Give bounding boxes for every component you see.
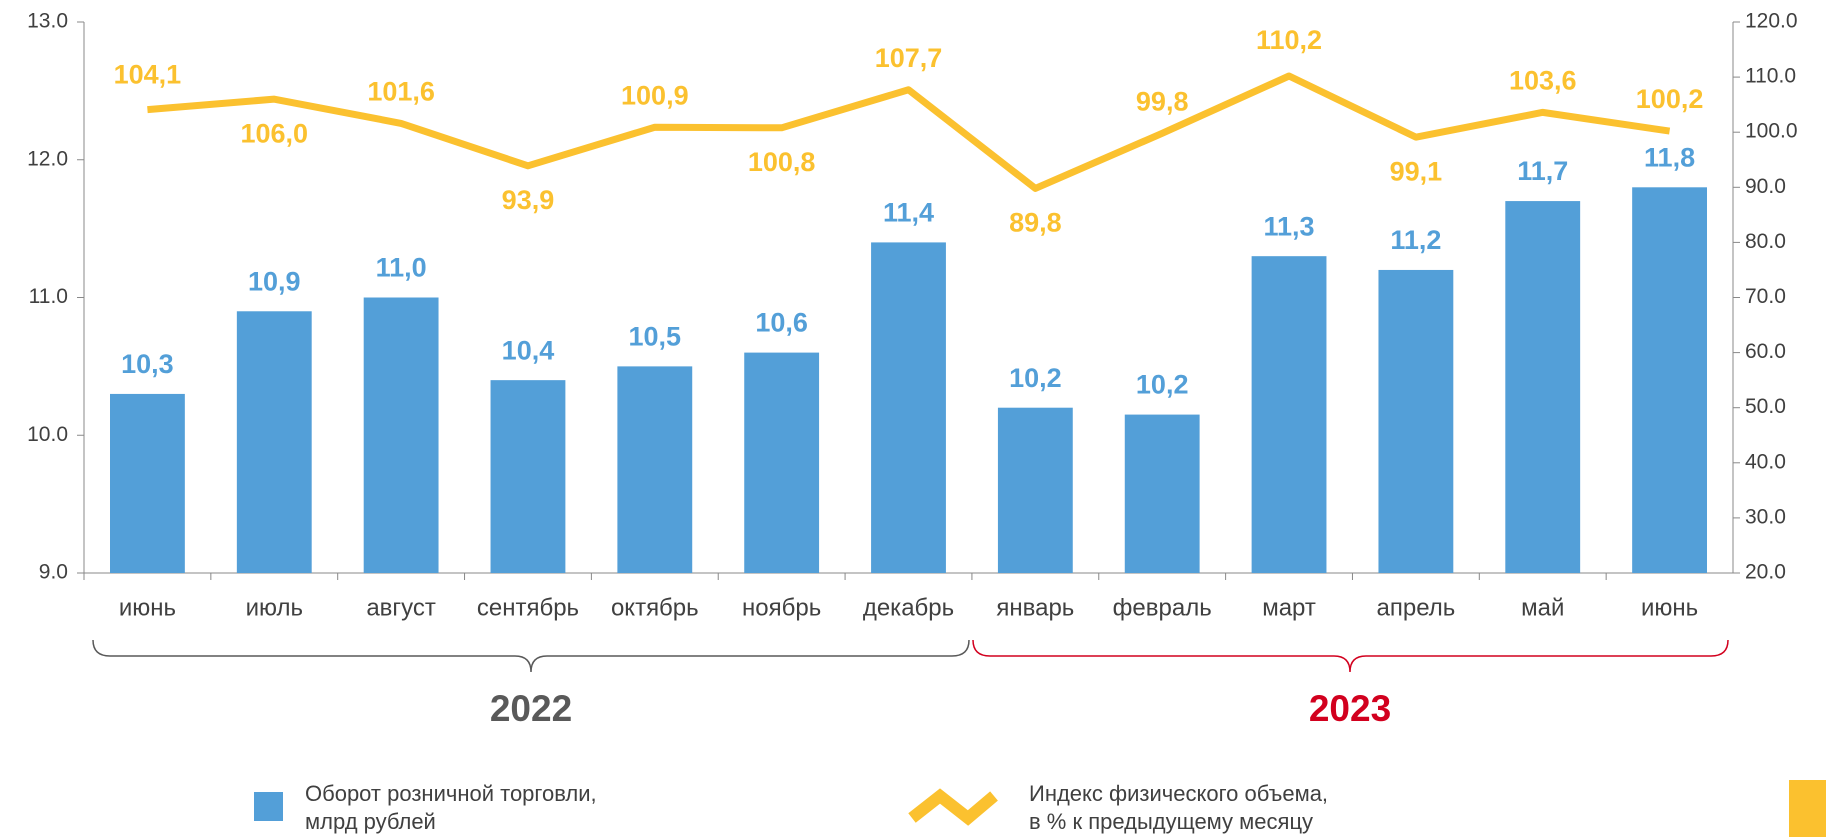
legend-label: Оборот розничной торговли, млрд рублей <box>305 781 597 834</box>
line-label: 93,9 <box>502 185 555 215</box>
bar-label: 10,3 <box>121 349 174 379</box>
x-tick-label: декабрь <box>863 594 954 621</box>
x-tick-label: январь <box>996 594 1074 621</box>
year-label: 2022 <box>490 688 572 729</box>
x-tick-label: август <box>366 594 436 621</box>
line-label: 99,8 <box>1136 86 1189 116</box>
x-tick-label: июль <box>246 594 303 621</box>
line-label: 99,1 <box>1390 156 1443 186</box>
bar-label: 11,3 <box>1264 211 1315 241</box>
bar <box>997 407 1073 573</box>
y2-tick-label: 60.0 <box>1745 340 1786 363</box>
x-tick-label: апрель <box>1377 594 1456 621</box>
bar <box>1251 256 1327 573</box>
line-label: 100,9 <box>621 80 689 110</box>
bar-label: 11,4 <box>883 198 934 228</box>
line-label: 107,7 <box>875 43 943 73</box>
y2-tick-label: 30.0 <box>1745 505 1786 528</box>
y2-tick-label: 70.0 <box>1745 285 1786 308</box>
line-label: 103,6 <box>1509 65 1577 95</box>
y-tick-label: 11.0 <box>29 285 68 308</box>
line-label: 89,8 <box>1009 208 1062 238</box>
x-tick-label: сентябрь <box>477 594 579 621</box>
bar-label: 10,2 <box>1009 363 1062 393</box>
bar-label: 10,6 <box>755 308 808 338</box>
y2-tick-label: 110.0 <box>1745 65 1796 88</box>
x-tick-label: октябрь <box>611 594 699 621</box>
bar <box>110 393 185 573</box>
x-tick-label: ноябрь <box>742 594 821 621</box>
bar-label: 10,2 <box>1136 370 1189 400</box>
bar <box>1632 187 1707 574</box>
year-label: 2023 <box>1309 688 1391 729</box>
bar-label: 11,0 <box>376 253 427 283</box>
line-label: 106,0 <box>240 118 308 148</box>
y2-tick-label: 100.0 <box>1745 120 1798 143</box>
bar <box>1124 414 1200 573</box>
bar <box>236 311 312 573</box>
bar <box>490 380 566 573</box>
y-tick-label: 13.0 <box>27 10 68 33</box>
y2-tick-label: 50.0 <box>1745 395 1786 418</box>
line <box>147 72 1671 192</box>
bar-label: 11,8 <box>1644 142 1695 172</box>
corner-decoration <box>1789 780 1826 837</box>
bar <box>744 352 820 573</box>
x-tick-label: март <box>1262 594 1316 621</box>
bar <box>1505 201 1581 573</box>
y-tick-label: 9.0 <box>39 561 68 584</box>
line-label: 110,2 <box>1256 25 1322 55</box>
legend-swatch <box>908 788 998 826</box>
y2-tick-label: 20.0 <box>1745 561 1786 584</box>
legend-label: Индекс физического объема, в % к предыду… <box>1029 781 1329 834</box>
y2-tick-label: 90.0 <box>1745 175 1786 198</box>
x-tick-label: май <box>1521 594 1564 621</box>
bar <box>617 366 693 573</box>
line-label: 104,1 <box>114 60 182 90</box>
x-tick-label: июнь <box>119 594 176 621</box>
bracket-2023 <box>972 639 1729 673</box>
bar-label: 10,4 <box>502 335 555 365</box>
legend-swatch <box>254 792 283 821</box>
bar-label: 11,7 <box>1517 156 1568 186</box>
bar <box>871 242 946 573</box>
bar-label: 11,2 <box>1390 225 1441 255</box>
y-tick-label: 10.0 <box>27 423 68 446</box>
bracket-2022 <box>92 639 970 673</box>
bar-label: 10,5 <box>629 322 682 352</box>
x-tick-label: июнь <box>1641 594 1698 621</box>
y2-tick-label: 80.0 <box>1745 230 1786 253</box>
bar <box>363 297 439 573</box>
line-label: 101,6 <box>367 77 435 107</box>
line-label: 100,2 <box>1636 84 1704 114</box>
bar <box>1378 269 1454 573</box>
bar-label: 10,9 <box>248 266 301 296</box>
y-tick-label: 12.0 <box>27 147 68 170</box>
line-label: 100,8 <box>748 147 816 177</box>
y2-tick-label: 120.0 <box>1745 10 1798 33</box>
y2-tick-label: 40.0 <box>1745 450 1786 473</box>
x-tick-label: февраль <box>1113 594 1212 621</box>
